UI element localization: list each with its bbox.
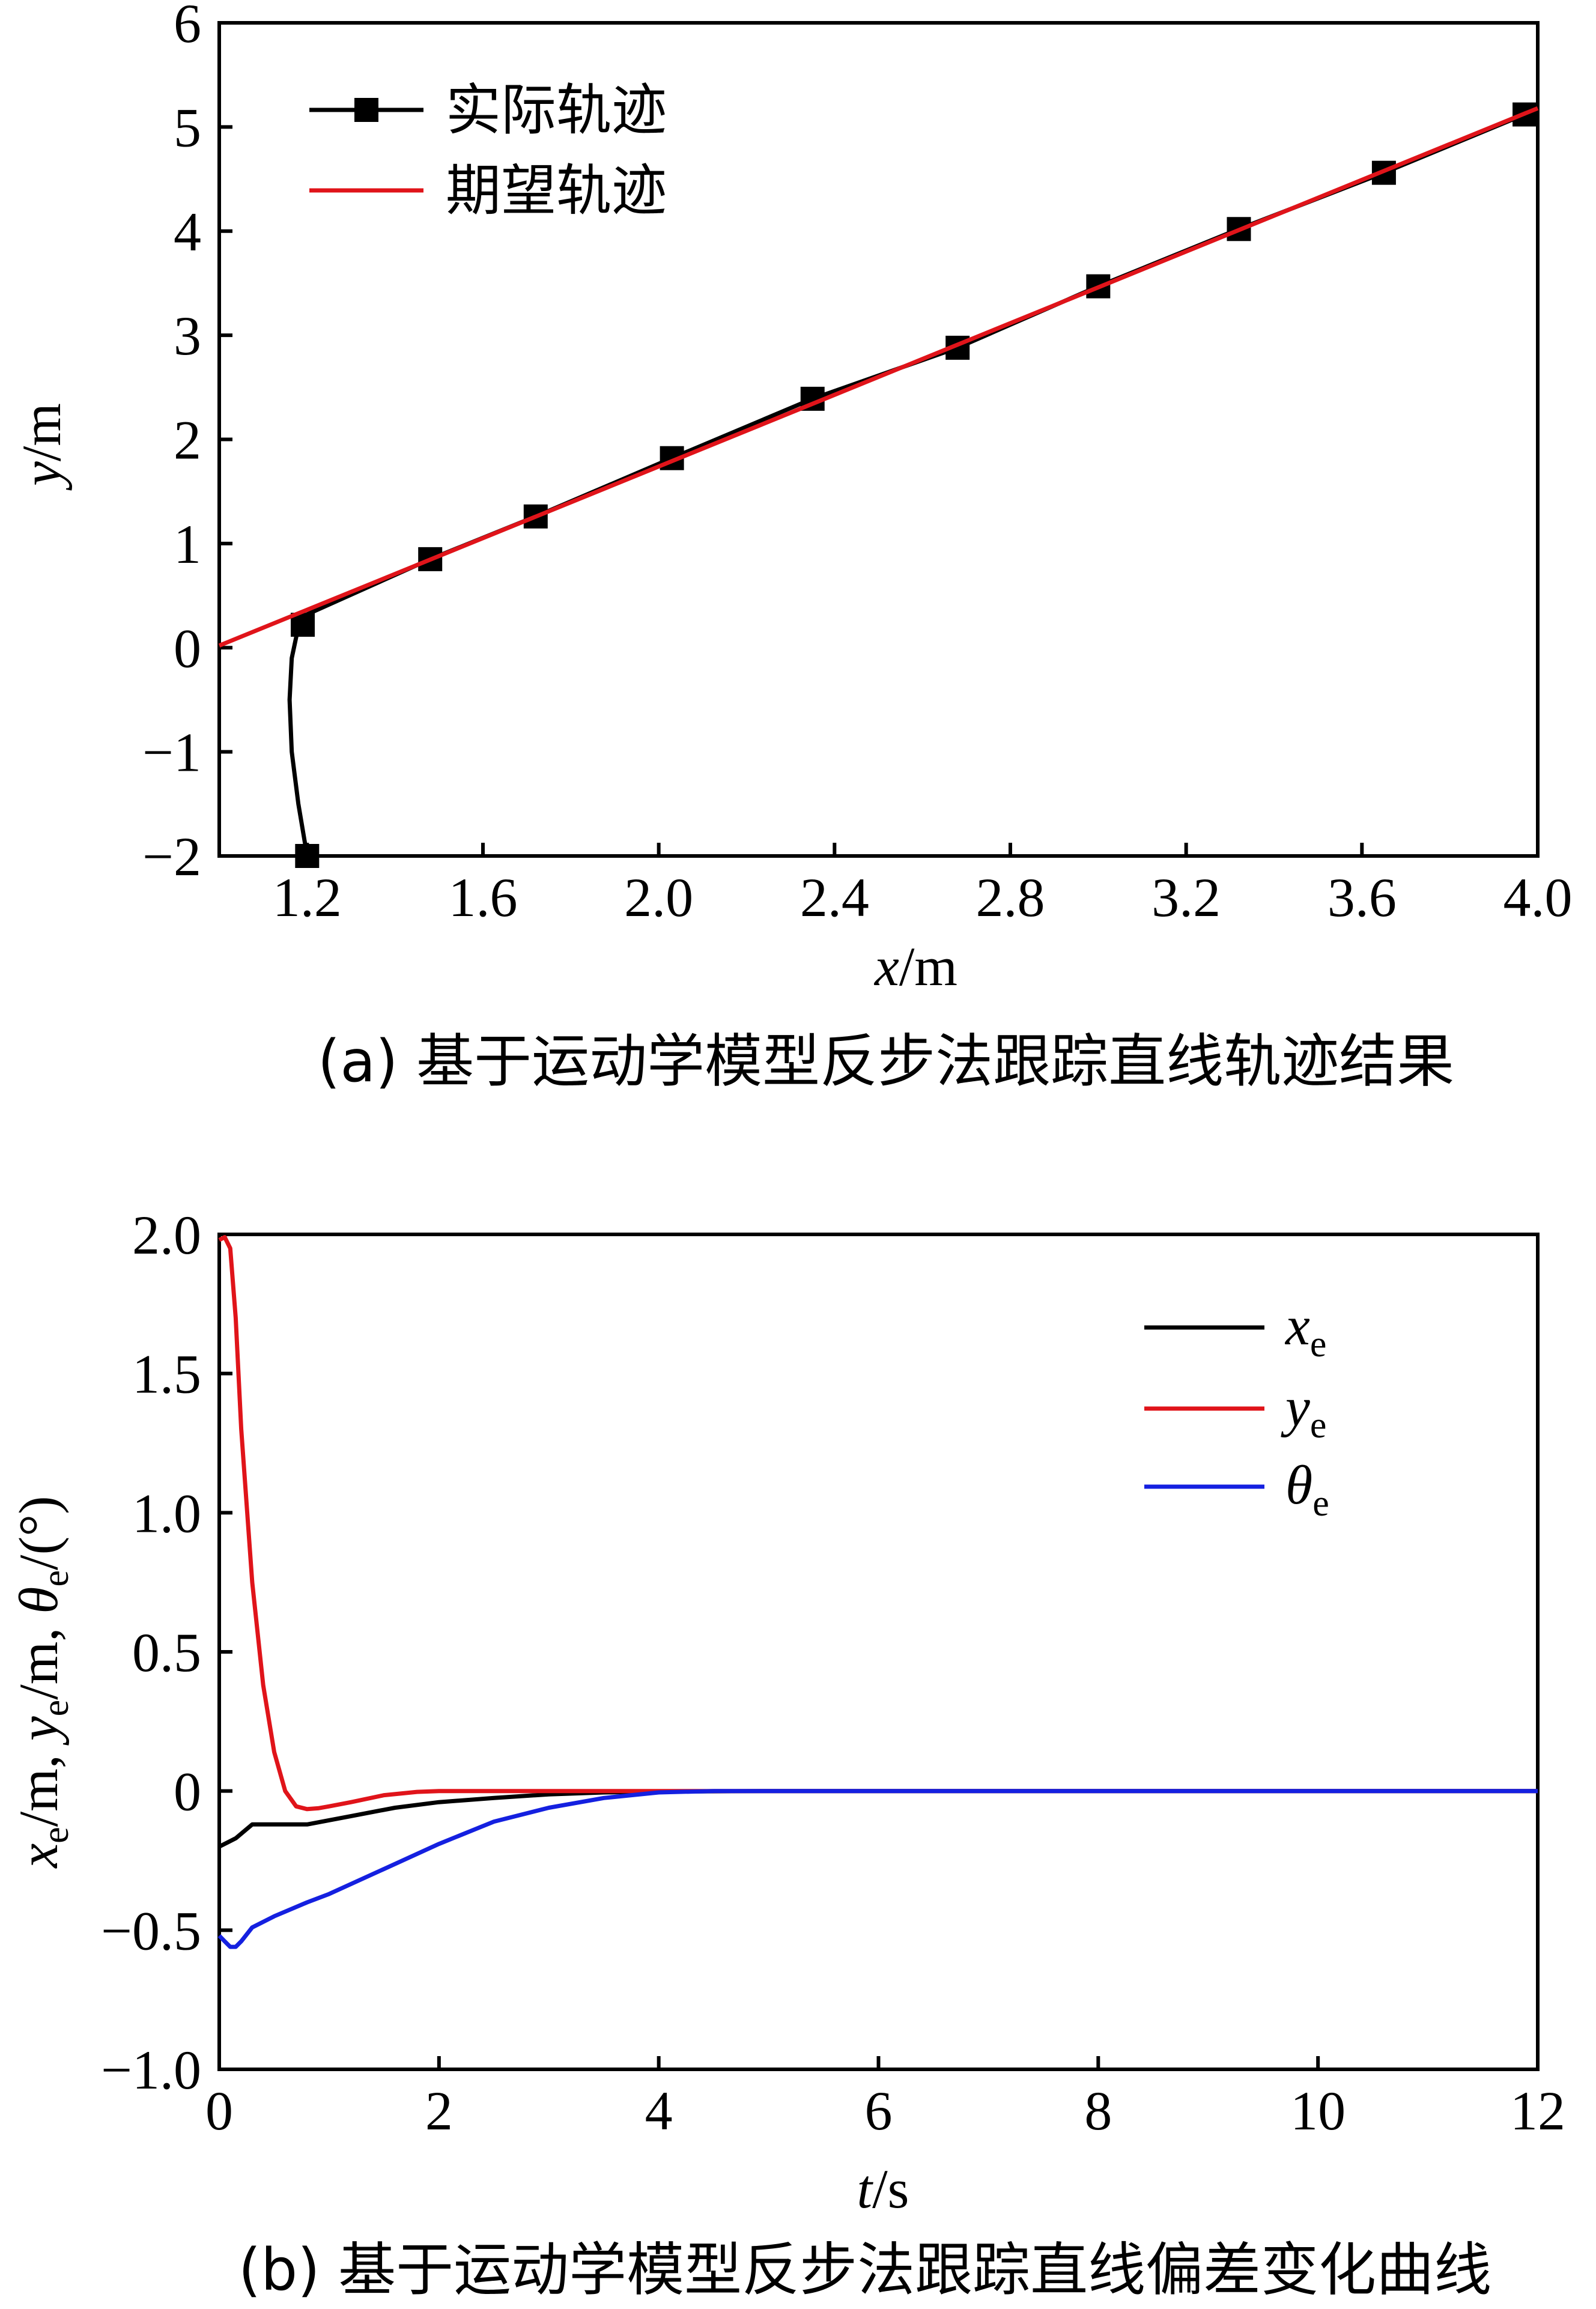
panel-a-series (218, 102, 1539, 868)
panel-a-ytick-label: 2 (174, 410, 201, 471)
panel-a-legend: 实际轨迹 期望轨迹 (309, 78, 667, 223)
panel-a-xtick-label: 4.0 (1503, 867, 1573, 928)
panel-a-ytick-label: 3 (174, 305, 201, 366)
panel-b-series-line-1 (218, 1235, 1538, 1812)
panel-a-ytick-label: 1 (174, 514, 201, 575)
panel-b-caption: (b) 基于运动学模型反步法跟踪直线偏差变化曲线 (238, 2236, 1491, 2304)
panel-a-series-line-1 (218, 106, 1539, 648)
panel-a-xtick-label: 2.4 (800, 867, 869, 928)
panel-a-ticks: 1.2 1.6 2.0 2.4 2.8 3.2 3.6 4.0 −2 −1 0 1 2 3 4 5 6 (142, 0, 1572, 928)
panel-a-trajectory-chart: 1.2 1.6 2.0 2.4 2.8 3.2 3.6 4.0 −2 −1 0 1 2 3 4 5 6 实际轨迹… (11, 0, 1573, 1095)
panel-b-error-chart: 0 2 4 6 8 10 12−1.0−0.500.51.01.52.0 xe ye θe … (8, 1204, 1565, 2304)
panel-b-xtick-label: 2 (425, 2080, 453, 2141)
legend-ye-label: ye (1281, 1376, 1326, 1446)
panel-a-ytick-label: −1 (142, 722, 201, 783)
panel-b-series-line-0 (218, 1789, 1538, 1849)
panel-b-ytick-label: −0.5 (101, 1900, 201, 1961)
panel-b-ytick-label: 2.0 (132, 1204, 201, 1266)
panel-b-series (217, 1235, 1538, 1949)
panel-a-xtick-label: 2.0 (624, 867, 693, 928)
panel-a-xtick-label: 2.8 (976, 867, 1045, 928)
panel-a-xtick-label: 3.6 (1327, 867, 1397, 928)
panel-a-series-marker (295, 844, 320, 868)
panel-b-xtick-label: 8 (1084, 2080, 1112, 2141)
panel-b-ytick-label: −1.0 (101, 2039, 201, 2101)
panel-b-ytick-label: 1.0 (132, 1482, 201, 1544)
panel-a-ylabel: y/m (11, 403, 72, 491)
panel-a-ytick-label: −2 (142, 826, 201, 887)
panel-a-ytick-label: 4 (174, 201, 201, 262)
panel-b-plot-frame (217, 1233, 1540, 2071)
panel-b-legend: xe ye θe (1144, 1295, 1329, 1524)
panel-b-xlabel: t/s (857, 2158, 909, 2219)
panel-a-ytick-label: 0 (174, 617, 201, 679)
legend-desired-label: 期望轨迹 (446, 159, 667, 223)
legend-theta-label: θe (1285, 1454, 1329, 1524)
panel-b-ytick-label: 0 (174, 1761, 201, 1822)
legend-xe-label: xe (1284, 1295, 1326, 1365)
panel-a-plot-frame (217, 21, 1540, 858)
panel-b-ylabel: xe/m, ye/m, θe/(°) (8, 1496, 76, 1869)
panel-a-ytick-label: 5 (174, 97, 201, 158)
panel-b-xtick-label: 4 (645, 2080, 673, 2141)
panel-b-xtick-label: 0 (205, 2080, 233, 2141)
panel-b-xtick-label: 6 (865, 2080, 893, 2141)
panel-b-series-line-2 (217, 1789, 1538, 1949)
legend-actual-marker (354, 98, 378, 122)
panel-b-ytick-label: 1.5 (132, 1344, 201, 1405)
panel-a-xtick-label: 1.6 (449, 867, 518, 928)
panel-b-xtick-label: 12 (1510, 2080, 1565, 2141)
panel-a-caption: (a) 基于运动学模型反步法跟踪直线轨迹结果 (318, 1028, 1454, 1095)
panel-b-xtick-label: 10 (1290, 2080, 1346, 2141)
legend-actual-label: 实际轨迹 (446, 78, 667, 142)
panel-a-ytick-label: 6 (174, 0, 201, 54)
panel-a-xlabel: x/m (873, 936, 957, 997)
panel-a-xtick-label: 3.2 (1151, 867, 1221, 928)
panel-b-ytick-label: 0.5 (132, 1622, 201, 1683)
panel-a-xtick-label: 1.2 (273, 867, 342, 928)
panel-b-ticks: 0 2 4 6 8 10 12 −1.0 −0.5 0 0.5 1.0 1.5 2.0 (101, 1204, 1565, 2141)
